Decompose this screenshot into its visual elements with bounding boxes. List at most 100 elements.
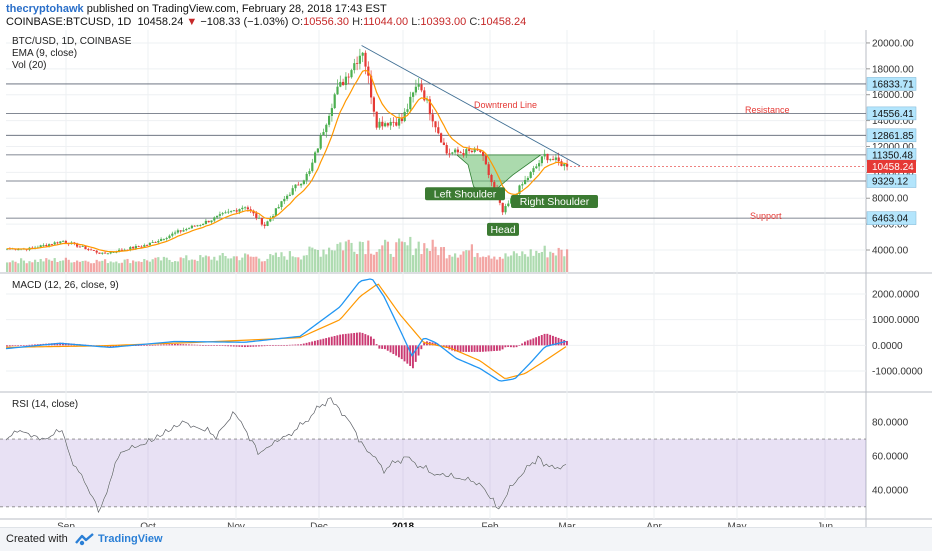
volume-bar: [204, 255, 207, 272]
candle-body: [193, 225, 196, 227]
candle-body: [395, 122, 398, 126]
volume-bar: [372, 254, 375, 272]
horizontal-levels: 16833.71 14556.41 12861.85 11350.48 9329.12 6…: [6, 77, 917, 225]
candle-body: [426, 99, 429, 101]
volume-bar: [431, 239, 434, 272]
volume-bar: [459, 254, 462, 272]
macd-hist-bar: [518, 345, 521, 346]
volume-bar: [53, 258, 56, 272]
candle-body: [210, 220, 213, 223]
candle-body: [375, 111, 378, 128]
low-value: 10393.00: [420, 16, 467, 28]
volume-bar: [62, 260, 65, 272]
candle-body: [501, 202, 504, 213]
macd-hist-bar: [482, 345, 484, 352]
publish-header: thecryptohawk published on TradingView.c…: [6, 3, 387, 15]
macd-hist-bar: [328, 337, 330, 346]
macd-hist-bar: [367, 335, 370, 346]
macd-hist-bar: [364, 334, 367, 346]
macd-hist-bar: [20, 345, 22, 346]
candle-body: [400, 118, 403, 122]
volume-bar: [543, 245, 546, 272]
macd-hist-bar: [462, 345, 465, 352]
candle-body: [358, 55, 361, 64]
volume-bar: [14, 261, 17, 272]
level-tag-label: 14556.41: [872, 109, 914, 120]
macd-hist-bar: [157, 344, 160, 346]
downtrend-line[interactable]: [361, 45, 581, 167]
candle-body: [62, 240, 65, 242]
macd-hist-bar: [549, 334, 552, 346]
volume-bar: [384, 239, 387, 272]
candle-body: [386, 123, 389, 126]
volume-bar: [112, 262, 115, 272]
candle-body: [448, 153, 451, 155]
macd-hist-bar: [213, 345, 216, 346]
macd-hist-bar: [479, 345, 482, 352]
macd-hist-bar: [249, 345, 252, 347]
volume-bar: [532, 255, 535, 272]
macd-hist-bar: [470, 345, 473, 352]
volume-bar: [168, 259, 171, 272]
x-tick-label: Dec: [310, 521, 328, 527]
macd-hist-bar: [501, 345, 504, 350]
volume-bar: [235, 256, 238, 272]
volume-bar: [50, 260, 53, 272]
volume-bar: [210, 259, 213, 272]
volume-bar: [370, 253, 373, 272]
macd-hist-bar: [524, 341, 526, 346]
candle-body: [98, 252, 101, 254]
volume-bar: [381, 245, 384, 272]
macd-hist-bar: [244, 345, 246, 348]
volume-bar: [347, 239, 350, 272]
candle-body: [101, 252, 104, 254]
volume-bar: [182, 258, 185, 272]
chart-canvas[interactable]: Sep Oct Nov Dec 2018 Feb Mar Apr May Jun 4000.00 60…: [0, 30, 932, 527]
volume-bar: [39, 258, 42, 272]
macd-hist-bar: [493, 345, 496, 352]
volume-bar: [11, 260, 14, 272]
volume-bar: [28, 261, 31, 272]
author-link[interactable]: thecryptohawk: [6, 3, 84, 15]
candle-body: [470, 150, 473, 152]
created-with-label: Created with: [6, 533, 68, 545]
macd-hist-bar: [288, 344, 291, 346]
candle-body: [157, 240, 160, 243]
candle-body: [465, 149, 468, 156]
volume-bar: [252, 256, 255, 272]
candle-body: [423, 90, 426, 101]
macd-hist-bar: [162, 344, 165, 346]
candle-body: [148, 242, 151, 246]
candle-body: [84, 246, 87, 250]
volume-bar: [468, 250, 471, 272]
macd-hist-bar: [8, 345, 11, 347]
volume-bar: [526, 256, 529, 272]
volume-bar: [78, 261, 81, 272]
volume-bar: [232, 256, 235, 272]
candle-body: [132, 247, 135, 249]
head-tag: Head: [487, 222, 519, 236]
x-tick-label: Feb: [481, 521, 499, 527]
volume-bar: [36, 261, 39, 272]
tradingview-logo-icon[interactable]: [75, 532, 95, 546]
volume-bar: [367, 240, 370, 272]
macd-hist-bar: [392, 345, 395, 355]
volume-bar: [207, 256, 210, 272]
macd-hist-bar: [476, 345, 479, 352]
macd-hist-bar: [179, 344, 182, 346]
volume-bar: [386, 241, 389, 272]
volume-bar: [199, 255, 202, 272]
candle-body: [333, 94, 336, 109]
candle-body: [50, 244, 53, 245]
macd-legend: MACD (12, 26, close, 9): [12, 280, 119, 291]
macd-hist-bar: [557, 337, 560, 346]
candle-body: [76, 243, 79, 247]
candle-body: [258, 217, 261, 219]
macd-hist-bar: [543, 333, 546, 346]
candle-body: [190, 225, 193, 229]
volume-bar: [154, 257, 157, 272]
macd-hist-bar: [540, 335, 543, 346]
tradingview-brand-link[interactable]: TradingView: [98, 533, 163, 545]
macd-hist-bar: [143, 345, 146, 346]
candle-body: [532, 168, 535, 173]
